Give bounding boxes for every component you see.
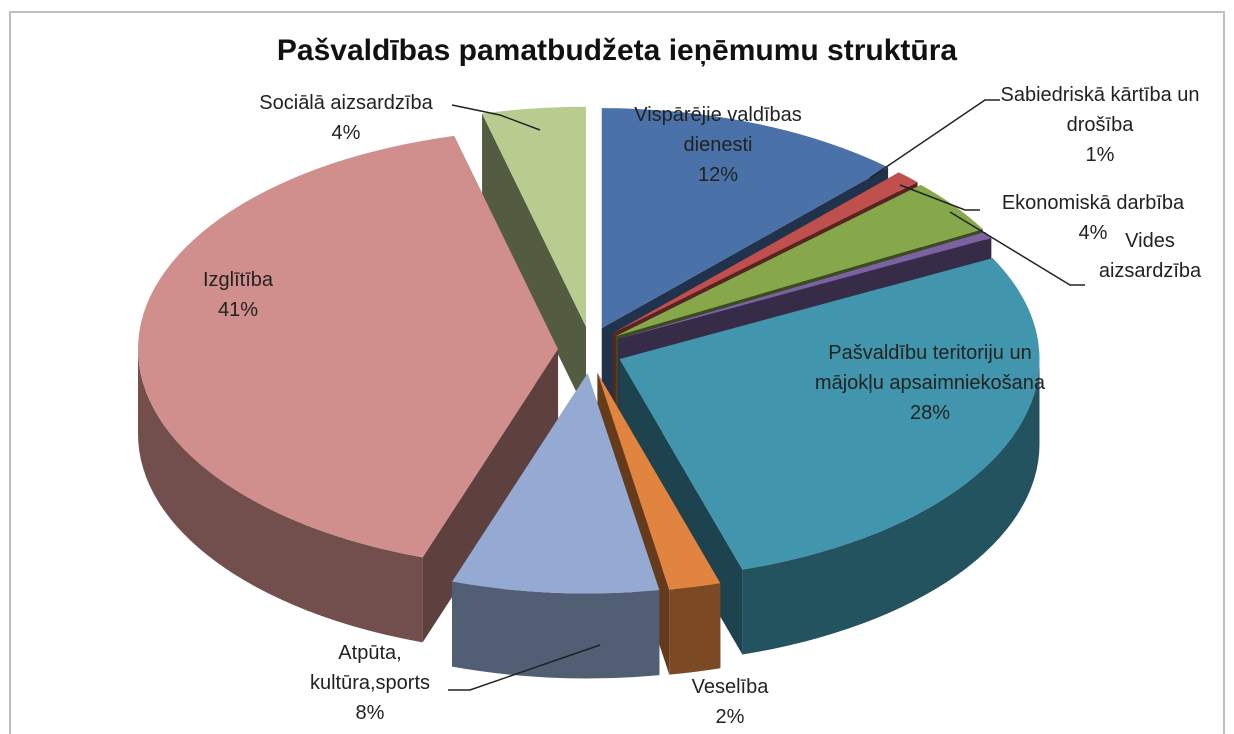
value-label: 8% (355, 702, 385, 724)
slice (612, 172, 918, 334)
slice (618, 231, 992, 339)
frame (9, 11, 1225, 734)
slice-side (422, 349, 559, 643)
chart-title: Pašvaldības pamatbudžeta ieņēmumu strukt… (276, 34, 958, 67)
slice (452, 373, 660, 594)
category-label: Izglītība (202, 269, 274, 291)
pie (138, 106, 1040, 679)
value-label: 2% (715, 706, 745, 728)
leader-line (899, 184, 980, 211)
category-label: Veselība (691, 676, 769, 698)
slice-side (669, 583, 721, 675)
data-label: Vides aizsardzība (1085, 226, 1215, 286)
slice (619, 258, 1040, 570)
data-label: Atpūta, kultūra,sports 8% (290, 638, 450, 728)
data-label: Izglītība 41% (178, 265, 298, 325)
slice (601, 108, 889, 329)
slice (615, 184, 983, 337)
data-label: Sabiedriskā kārtība un drošība 1% (1000, 80, 1200, 170)
category-label: Sociālā aizsardzība (259, 92, 433, 114)
data-label: Pašvaldību teritoriju un mājokļu apsaimn… (810, 338, 1050, 428)
value-label: 4% (331, 122, 361, 144)
category-label: Sabiedriskā kārtība un drošība (1000, 84, 1200, 136)
category-label: Vides aizsardzība (1098, 230, 1202, 282)
data-label: Ekonomiskā darbība 4% (973, 188, 1213, 248)
leader-line (451, 104, 541, 131)
category-label: Vispārējie valdības dienesti (634, 104, 802, 156)
slice (482, 106, 587, 327)
leader-line (448, 644, 601, 691)
value-label: 41% (217, 299, 259, 321)
slice-side (452, 581, 660, 679)
slice (138, 135, 559, 558)
data-label: Sociālā aizsardzība 4% (216, 88, 476, 148)
category-label: Ekonomiskā darbība (1001, 192, 1185, 214)
value-label: 4% (1078, 222, 1108, 244)
category-label: Pašvaldību teritoriju un mājokļu apsaimn… (814, 342, 1046, 394)
data-label: Veselība 2% (655, 672, 805, 732)
slice-side (138, 349, 423, 643)
category-label: Atpūta, kultūra,sports (309, 642, 431, 694)
value-label: 12% (697, 164, 739, 186)
leader-lines (448, 99, 1085, 691)
data-label: Vispārējie valdības dienesti 12% (603, 100, 833, 190)
slice-side (742, 359, 1040, 655)
leader-line (949, 211, 1085, 286)
slice-side (482, 113, 587, 412)
leader-line (869, 99, 1000, 179)
value-label: 1% (1085, 144, 1115, 166)
slice (597, 372, 721, 590)
value-label: 28% (909, 402, 951, 424)
